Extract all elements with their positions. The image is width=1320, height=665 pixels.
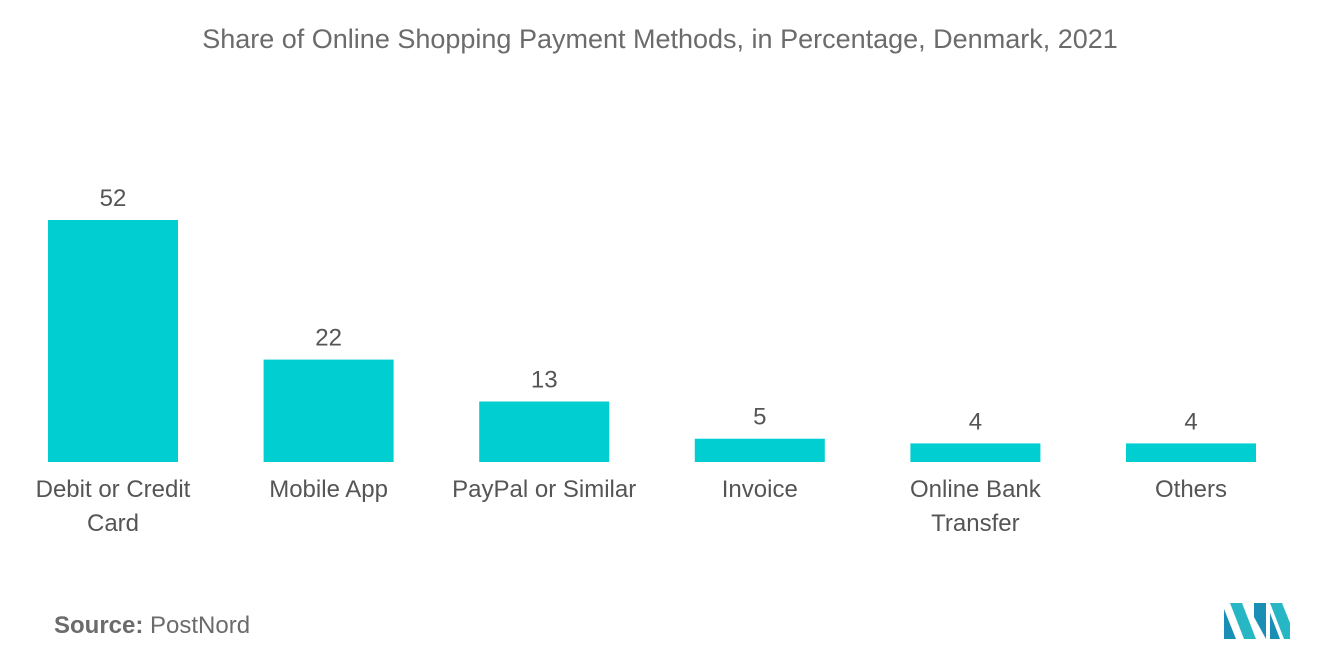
value-label-0: 52	[100, 185, 127, 212]
bar-5	[1126, 443, 1256, 462]
bar-0	[48, 220, 178, 462]
category-label-4-line-0: Online Bank	[910, 476, 1042, 503]
bar-1	[263, 359, 394, 462]
source-line: Source: PostNord	[54, 612, 250, 640]
mordor-intelligence-logo-icon	[1224, 603, 1290, 639]
value-label-1: 22	[315, 325, 342, 352]
category-label-0-line-0: Debit or Credit	[36, 476, 191, 503]
bar-3	[694, 438, 825, 462]
bar-2	[479, 401, 610, 462]
category-label-2-line-0: PayPal or Similar	[452, 476, 636, 503]
source-value: PostNord	[150, 612, 251, 639]
value-label-2: 13	[531, 367, 558, 394]
chart-title: Share of Online Shopping Payment Methods…	[202, 24, 1118, 54]
category-label-0-line-1: Card	[87, 510, 139, 537]
value-label-5: 4	[1184, 408, 1197, 435]
value-label-4: 4	[969, 408, 982, 435]
value-label-3: 5	[753, 404, 766, 431]
category-label-1-line-0: Mobile App	[269, 476, 388, 503]
bar-4	[910, 443, 1041, 462]
source-label: Source:	[54, 612, 144, 639]
category-label-4-line-1: Transfer	[931, 510, 1019, 537]
category-label-3-line-0: Invoice	[722, 476, 798, 503]
category-label-5-line-0: Others	[1155, 476, 1227, 503]
